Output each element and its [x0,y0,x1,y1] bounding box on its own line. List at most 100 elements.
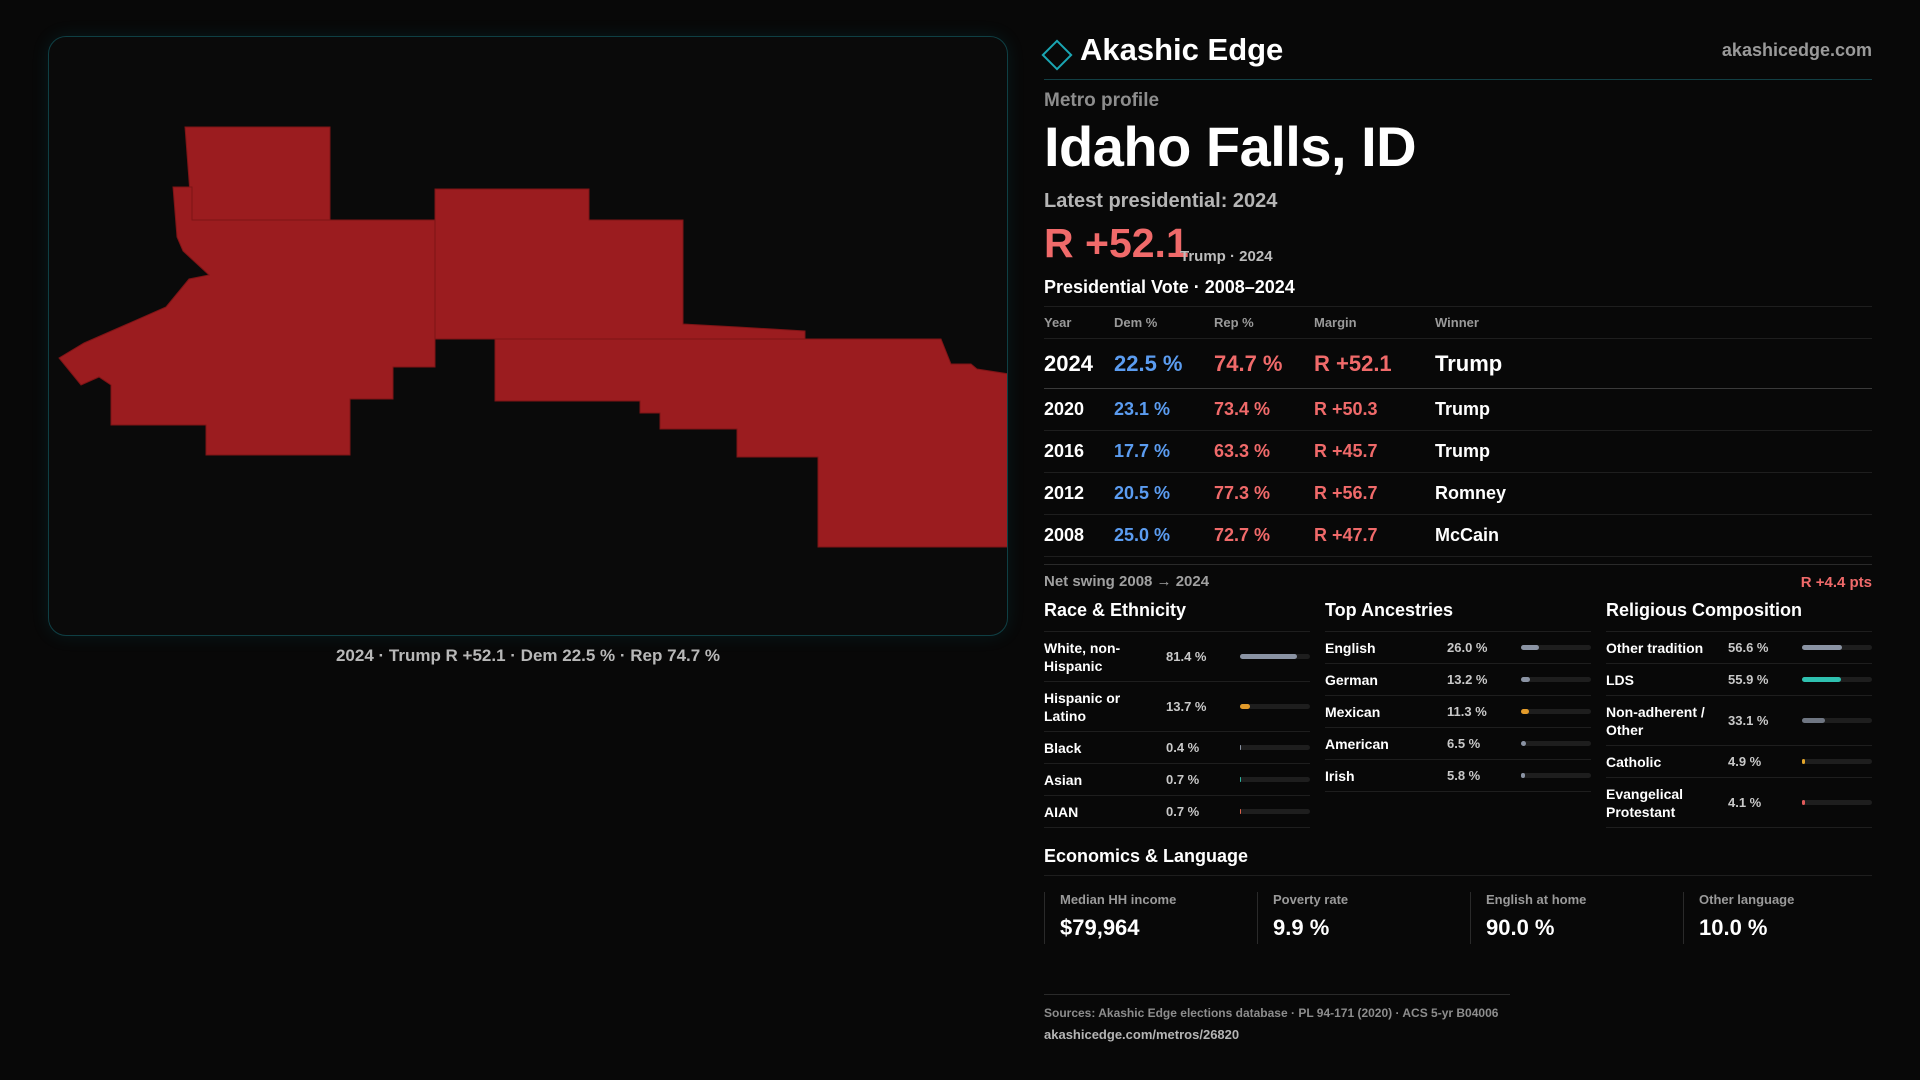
row-margin: R +47.7 [1314,525,1378,545]
race-bar [1240,654,1310,659]
headline-margin-sub: Trump · 2024 [1180,248,1273,265]
religion-row: LDS 55.9 % [1606,664,1872,696]
header-dem: Dem % [1114,315,1158,330]
map-panel[interactable] [48,36,1008,636]
footer-sources: Sources: Akashic Edge elections database… [1044,1006,1499,1020]
ancestry-row: German 13.2 % [1325,664,1591,696]
religion-bar-fill [1802,677,1842,682]
religion-label: Evangelical Protestant [1606,785,1684,820]
row-winner: Trump [1435,399,1491,419]
table-row: 2008 25.0 % 72.7 % R +47.7 McCain [1044,515,1872,557]
row-year: 2024 [1044,350,1093,376]
row-rep: 72.7 % [1214,525,1271,545]
race-ethnicity-section: Race & Ethnicity White, non-Hispanic 81.… [1044,600,1310,828]
row-winner: Romney [1435,483,1507,503]
race-value: 0.7 % [1166,804,1200,819]
ancestry-row: Irish 5.8 % [1325,760,1591,792]
race-section-title: Race & Ethnicity [1044,600,1310,632]
row-margin: R +50.3 [1314,399,1378,419]
religion-section: Religious Composition Other tradition 56… [1606,600,1872,828]
religion-label: Other tradition [1606,639,1704,656]
ancestry-bar [1521,741,1591,746]
race-bar [1240,745,1310,750]
ancestry-label: Irish [1325,767,1355,784]
religion-bar-fill [1802,800,1805,805]
economics-section-title: Economics & Language [1044,846,1872,876]
header-rep: Rep % [1214,315,1254,330]
page-eyebrow: Metro profile [1044,90,1160,111]
ancestry-bar-fill [1521,709,1529,714]
ancestry-value: 11.3 % [1447,704,1487,719]
profile-panel: Akashic Edge akashicedge.com Metro profi… [1041,0,1872,1080]
brand-header: Akashic Edge akashicedge.com [1041,32,1872,80]
row-year: 2008 [1044,525,1085,545]
row-margin: R +45.7 [1314,441,1378,461]
econ-label: Median HH income [1060,892,1177,907]
religion-label: Catholic [1606,753,1662,770]
econ-label: Other language [1699,892,1795,907]
ancestry-label: German [1325,671,1378,688]
econ-cell-income: Median HH income $79,964 [1044,892,1257,944]
diamond-logo-icon [1041,39,1073,71]
row-rep: 73.4 % [1214,399,1271,419]
row-year: 2012 [1044,483,1085,503]
ancestry-section-title: Top Ancestries [1325,600,1591,632]
econ-cell-other-language: Other language 10.0 % [1683,892,1872,944]
race-label: Black [1044,739,1082,756]
religion-row: Other tradition 56.6 % [1606,632,1872,664]
county-shapes [58,126,1008,548]
ancestry-bar [1521,645,1591,650]
econ-value: 10.0 % [1699,915,1768,940]
row-dem: 20.5 % [1114,483,1171,503]
race-bar-fill [1240,654,1297,659]
row-rep: 74.7 % [1214,350,1283,376]
religion-value: 56.6 % [1728,640,1769,655]
footer: Sources: Akashic Edge elections database… [1044,994,1510,1042]
ancestry-label: Mexican [1325,703,1381,720]
ancestry-row: English 26.0 % [1325,632,1591,664]
ancestry-bar-fill [1521,677,1531,682]
brand-url-link[interactable]: akashicedge.com [1721,40,1872,60]
row-rep: 77.3 % [1214,483,1271,503]
religion-row: Evangelical Protestant 4.1 % [1606,778,1872,828]
religion-label: Non-adherent / Other [1606,703,1705,738]
religion-bar-fill [1802,645,1842,650]
ancestry-bar-fill [1521,773,1526,778]
net-swing-row: Net swing 2008 → 2024 R +4.4 pts [1044,564,1872,591]
econ-label: English at home [1486,892,1587,907]
county-shape-central[interactable] [434,188,806,340]
race-value: 0.7 % [1166,772,1200,787]
religion-row: Non-adherent / Other 33.1 % [1606,696,1872,746]
religion-bar [1802,759,1872,764]
race-bar-fill [1240,809,1242,814]
header-year: Year [1044,315,1072,330]
race-bar [1240,809,1310,814]
race-bar [1240,704,1310,709]
row-year: 2016 [1044,441,1085,461]
brand-name: Akashic Edge [1080,32,1284,67]
net-swing-value: R +4.4 pts [1800,574,1872,591]
row-winner: McCain [1435,525,1500,545]
map-caption: 2024 · Trump R +52.1 · Dem 22.5 % · Rep … [335,646,721,665]
religion-bar-fill [1802,759,1806,764]
religion-section-title: Religious Composition [1606,600,1872,632]
vote-table-header: Year Dem % Rep % Margin Winner [1044,307,1872,339]
race-row: White, non-Hispanic 81.4 % [1044,632,1310,682]
race-label: Asian [1044,771,1083,788]
header-winner: Winner [1435,315,1479,330]
ancestry-row: Mexican 11.3 % [1325,696,1591,728]
footer-url-link[interactable]: akashicedge.com/metros/26820 [1044,1027,1240,1042]
row-dem: 25.0 % [1114,525,1171,545]
row-dem: 23.1 % [1114,399,1171,419]
table-row: 2012 20.5 % 77.3 % R +56.7 Romney [1044,473,1872,515]
table-row: 2020 23.1 % 73.4 % R +50.3 Trump [1044,389,1872,431]
latest-election-label: Latest presidential: 2024 [1044,190,1278,212]
county-shape-north[interactable] [184,126,331,221]
religion-value: 55.9 % [1728,672,1769,687]
religion-row: Catholic 4.9 % [1606,746,1872,778]
county-shape-south-central[interactable] [494,338,1008,548]
county-map [58,126,1008,548]
table-row: 2024 22.5 % 74.7 % R +52.1 Trump [1044,339,1872,389]
row-dem: 22.5 % [1114,350,1183,376]
county-shape-west[interactable] [58,186,436,456]
